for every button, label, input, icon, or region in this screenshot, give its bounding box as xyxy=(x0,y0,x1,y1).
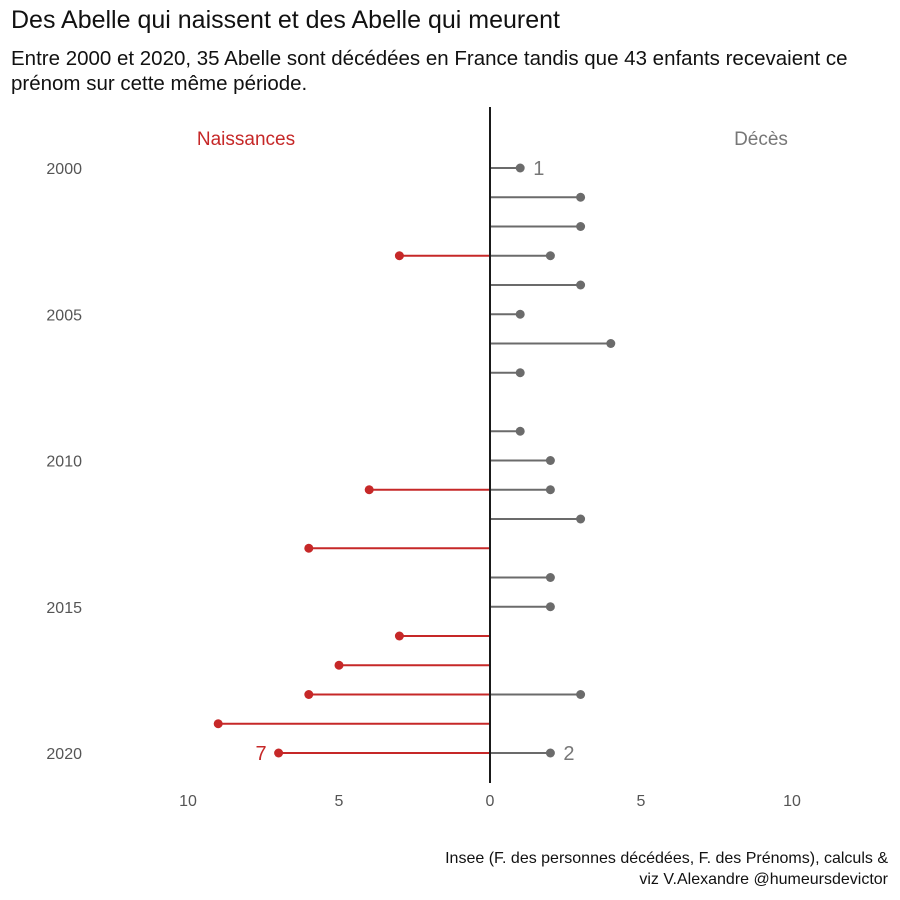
point-deces-2012 xyxy=(576,514,586,524)
point-deces-2005 xyxy=(515,309,525,319)
caption-line-2: viz V.Alexandre @humeursdevictor xyxy=(639,871,888,888)
source-caption: Insee (F. des personnes décédées, F. des… xyxy=(445,848,888,890)
point-deces-2011 xyxy=(545,485,555,495)
x-tick-label-5: 5 xyxy=(637,793,646,810)
point-naissances-2018 xyxy=(304,690,314,699)
point-naissances-2013 xyxy=(304,543,314,553)
x-tick-label-neg10: 10 xyxy=(179,793,197,810)
x-tick-label-10: 10 xyxy=(783,793,801,810)
point-deces-2009 xyxy=(515,426,525,436)
point-deces-2015 xyxy=(545,602,555,612)
point-naissances-2016 xyxy=(394,631,404,641)
point-naissances-2003 xyxy=(394,251,404,261)
point-deces-2018 xyxy=(576,690,586,699)
end-label-naissances-2020: 7 xyxy=(255,743,266,765)
legend-deces: Décès xyxy=(734,129,788,150)
point-deces-2001 xyxy=(576,192,586,202)
y-tick-label-2010: 2010 xyxy=(46,454,82,471)
point-deces-2006 xyxy=(606,339,616,348)
chart-title: Des Abelle qui naissent et des Abelle qu… xyxy=(11,6,560,34)
y-tick-label-2020: 2020 xyxy=(46,746,82,763)
x-tick-label-0: 0 xyxy=(486,793,495,810)
y-axis-ticks: 2000 2005 2010 2015 2020 xyxy=(46,161,82,763)
point-deces-2007 xyxy=(515,368,525,378)
chart-subtitle: Entre 2000 et 2020, 35 Abelle sont décéd… xyxy=(11,47,848,95)
point-deces-2000 xyxy=(515,163,525,173)
end-labels: 1 7 2 xyxy=(255,158,574,765)
y-tick-label-2005: 2005 xyxy=(46,307,82,324)
point-naissances-2020 xyxy=(274,748,284,758)
point-deces-2004 xyxy=(576,280,586,290)
end-label-deces-2020: 2 xyxy=(563,743,574,765)
point-deces-2003 xyxy=(545,251,555,261)
y-tick-label-2015: 2015 xyxy=(46,600,82,617)
legend-naissances: Naissances xyxy=(197,129,295,150)
end-label-deces-2000: 1 xyxy=(533,158,544,180)
point-deces-2020 xyxy=(545,748,555,758)
caption-line-1: Insee (F. des personnes décédées, F. des… xyxy=(445,850,888,867)
point-deces-2010 xyxy=(545,456,555,465)
x-tick-label-neg5: 5 xyxy=(335,793,344,810)
x-axis-ticks: 10 5 0 5 10 xyxy=(179,793,801,810)
point-deces-2002 xyxy=(576,222,586,231)
point-naissances-2019 xyxy=(213,719,223,729)
point-naissances-2017 xyxy=(334,660,344,670)
point-naissances-2011 xyxy=(364,485,374,495)
y-tick-label-2000: 2000 xyxy=(46,161,82,178)
bars-layer xyxy=(218,167,611,754)
point-deces-2014 xyxy=(545,573,555,582)
points-layer xyxy=(213,163,616,758)
